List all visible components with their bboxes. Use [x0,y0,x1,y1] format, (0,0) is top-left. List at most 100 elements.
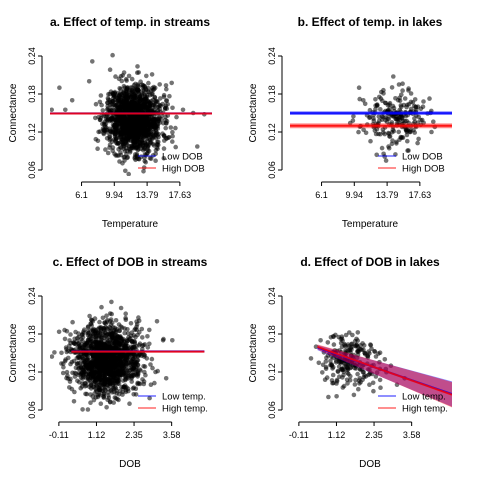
data-point [330,372,336,378]
data-point [427,96,432,101]
data-point [329,354,334,360]
data-point [116,140,121,146]
data-point [96,129,101,135]
data-point [421,99,426,104]
data-point [402,96,408,101]
data-point [131,385,137,391]
data-point [70,319,75,325]
data-point [170,105,175,111]
data-point [107,134,112,140]
data-point [135,82,140,87]
data-point [164,136,169,141]
data-point [129,358,134,364]
data-point [158,96,163,101]
data-point [115,378,121,384]
x-axis: -0.11 1.12 2.35 3.58 DOB [49,421,180,470]
data-point [377,377,383,383]
data-point [412,119,418,125]
data-point [113,125,118,131]
data-point [110,383,116,388]
data-point [135,64,140,69]
data-point [138,351,143,357]
data-point [127,401,132,407]
data-point [65,373,70,379]
data-point [333,332,338,338]
data-point [99,343,104,349]
data-point [320,370,325,375]
data-point [344,364,349,369]
data-point [148,98,154,104]
data-point [364,113,370,118]
data-point [63,107,68,113]
data-point [136,318,142,324]
data-point [431,119,436,124]
data-point [355,352,361,358]
data-point [123,311,128,317]
data-point [107,67,113,72]
data-point [308,356,314,361]
data-point [142,129,148,134]
data-point [68,332,73,337]
y-tick-label: 0.18 [267,85,277,103]
y-tick-label: 0.12 [267,363,277,381]
y-axis-label: Connectance [248,323,259,382]
data-point [350,332,355,338]
data-point [318,338,323,343]
data-point [113,333,118,339]
data-point [129,123,134,129]
legend-label: High DOB [402,164,445,175]
data-point [121,70,127,75]
data-point [163,125,168,131]
data-point [341,357,346,362]
data-point [146,89,151,94]
data-point [148,362,153,367]
data-point [173,125,178,131]
data-layer [50,52,212,176]
data-point [145,345,151,350]
data-point [398,135,404,141]
data-point [339,334,345,340]
data-point [139,326,145,332]
data-point [160,131,165,136]
data-point [96,373,102,378]
data-point [383,117,388,123]
data-point [153,158,158,163]
data-point [110,148,115,153]
data-point [132,352,137,358]
data-point [123,108,129,113]
data-point [400,81,405,86]
data-point [128,88,133,93]
data-point [50,107,54,113]
data-point [140,377,145,382]
data-point [111,328,117,334]
data-point [96,359,102,365]
data-point [359,367,365,372]
data-point [88,392,93,397]
data-point [106,395,112,401]
data-point [99,388,104,394]
data-point [366,349,372,354]
data-point [148,382,154,388]
data-point [100,361,106,366]
x-tick-label: 9.94 [106,190,124,200]
data-point [108,328,114,334]
data-point [85,353,91,359]
data-layer [50,299,205,412]
y-axis: 0.06 0.12 0.18 0.24 Connectance [8,287,43,419]
data-point [129,104,135,110]
data-point [120,392,125,397]
data-point [387,102,392,107]
data-point [156,134,161,140]
data-point [349,347,354,352]
data-point [164,98,169,103]
data-point [105,390,111,395]
data-point [79,384,85,389]
data-point [154,98,160,104]
data-point [119,103,125,109]
data-point [340,338,345,344]
x-axis: -0.11 1.12 2.35 3.58 DOB [289,421,420,470]
data-point [323,359,329,364]
data-point [97,99,103,105]
data-point [68,376,73,382]
